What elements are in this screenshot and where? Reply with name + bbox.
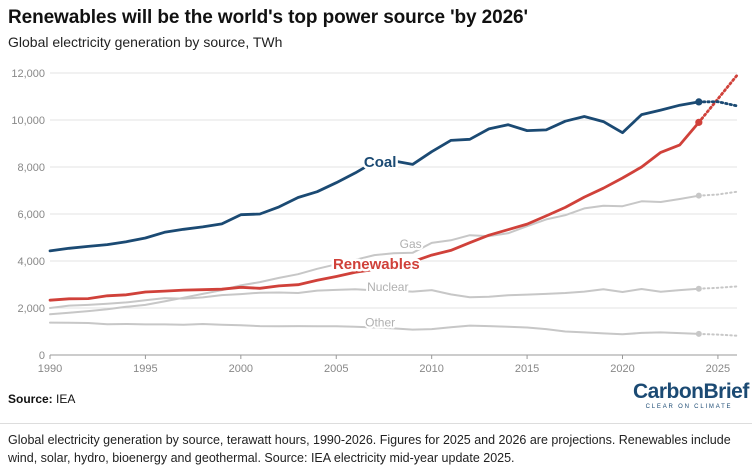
y-tick-label: 0 — [39, 350, 45, 362]
x-tick-label: 2015 — [515, 363, 539, 375]
gas-line — [49, 194, 700, 316]
logo-tagline: CLEAR ON CLIMATE — [645, 404, 733, 410]
y-tick-label: 12,000 — [11, 68, 45, 80]
renewables-projection-line — [697, 73, 739, 124]
logo-wordmark: CarbonBrief — [633, 380, 749, 403]
source-note: Source: IEA — [8, 392, 75, 406]
other-2024-marker — [695, 330, 702, 337]
x-tick-label: 1995 — [133, 363, 157, 375]
y-tick-label: 2,000 — [17, 303, 45, 315]
nuclear-series-label: Nuclear — [367, 280, 408, 294]
renewables-series-label: Renewables — [333, 256, 420, 273]
coal-2024-marker — [695, 98, 703, 106]
carbonbrief-logo: CarbonBrief CLEAR ON CLIMATE — [633, 380, 749, 411]
other-projection-line — [697, 332, 738, 337]
coal-projection-line — [697, 100, 739, 108]
source-label: Source: — [8, 392, 53, 406]
renewables-line — [48, 121, 701, 302]
nuclear-2024-marker — [695, 285, 702, 292]
x-tick-label: 1990 — [38, 363, 62, 375]
nuclear-projection-line — [697, 285, 738, 290]
other-series-label: Other — [365, 315, 395, 329]
other-line — [49, 321, 700, 336]
nuclear-line — [49, 287, 700, 309]
x-tick-label: 2020 — [610, 363, 634, 375]
y-tick-label: 8,000 — [17, 162, 45, 174]
gas-series-label: Gas — [400, 237, 422, 251]
renewables-2024-marker — [695, 118, 703, 126]
y-tick-label: 4,000 — [17, 256, 45, 268]
coal-line — [48, 100, 701, 253]
chart-subtitle: Global electricity generation by source,… — [8, 34, 283, 50]
caption-divider — [0, 423, 752, 424]
x-tick-label: 2025 — [706, 363, 730, 375]
gas-projection-line — [697, 190, 738, 197]
y-tick-label: 10,000 — [11, 115, 45, 127]
figure-caption: Global electricity generation by source,… — [8, 433, 731, 465]
x-tick-label: 2000 — [229, 363, 253, 375]
line-chart: 0 2,000 4,000 6,000 8,000 10,000 12,000 1990 199… — [11, 68, 739, 375]
x-tick-label: 2010 — [419, 363, 443, 375]
source-value: IEA — [56, 392, 76, 406]
x-tick-label: 2005 — [324, 363, 348, 375]
gas-2024-marker — [695, 192, 702, 199]
chart-title: Renewables will be the world's top power… — [8, 7, 528, 28]
coal-series-label: Coal — [364, 154, 397, 171]
y-tick-label: 6,000 — [17, 209, 45, 221]
